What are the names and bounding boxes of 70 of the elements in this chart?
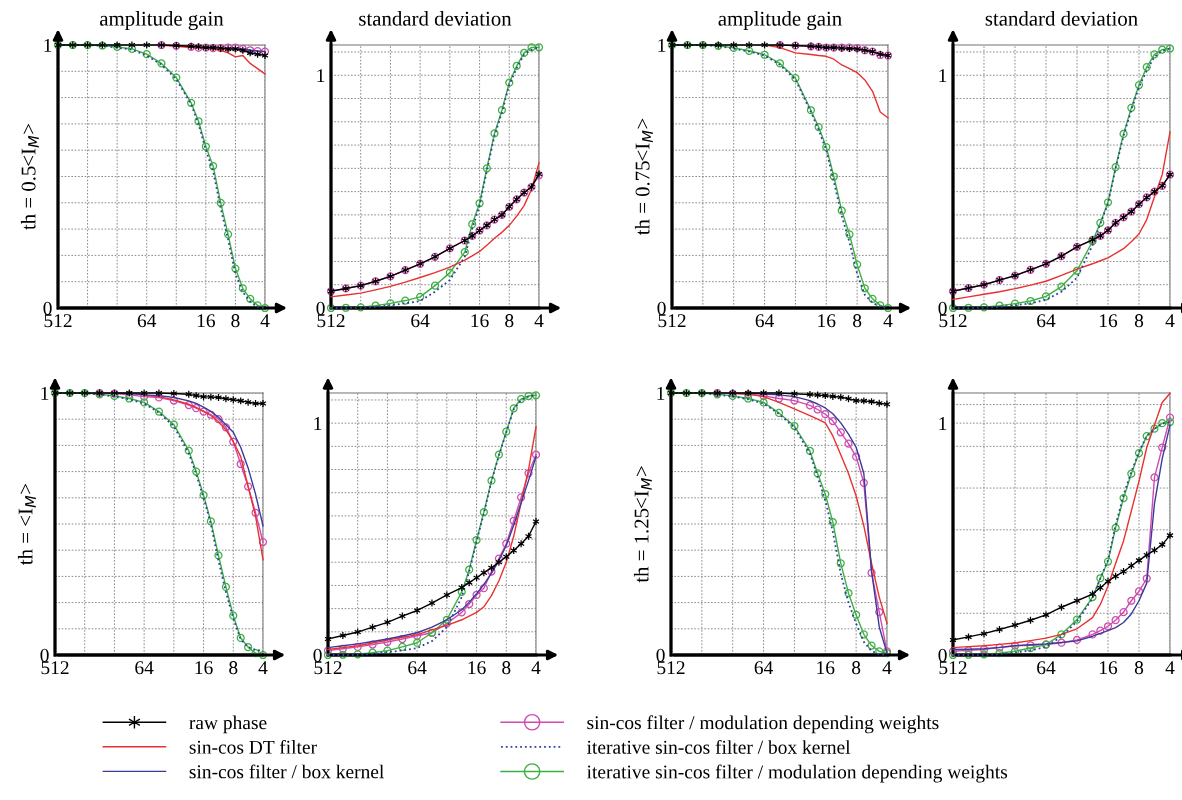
x-tick-label: 64 — [1037, 661, 1056, 675]
x-tick-label: 64 — [1037, 314, 1056, 328]
x-tick-label: 4 — [1165, 661, 1175, 675]
x-tick-label: 16 — [197, 314, 215, 328]
x-tick-label: 4 — [883, 314, 893, 328]
chart-title: amplitude gain — [718, 11, 842, 31]
legend-label: iterative sin-cos filter / modulation depending weights — [586, 764, 1008, 783]
legend-label: sin-cos filter / modulation depending weights — [587, 715, 939, 734]
x-tick-label: 8 — [229, 661, 238, 675]
x-tick-label: 8 — [505, 314, 514, 328]
x-tick-label: 512 — [658, 314, 686, 328]
y-axis-title: th = 0.5<I$_{M}$> — [20, 123, 39, 230]
y-axis-title: th = 0.75<I$_{M}$> — [634, 118, 653, 236]
y-axis-title: th = 1.25<I$_{M}$> — [633, 466, 652, 583]
y-tick-label: 1 — [44, 38, 52, 52]
x-tick-label: 512 — [44, 314, 72, 328]
legend-label: sin-cos filter / box kernel — [189, 764, 384, 779]
legend-label: sin-cos DT filter — [189, 739, 317, 754]
x-tick-label: 16 — [195, 661, 213, 675]
x-tick-label: 64 — [755, 314, 774, 328]
x-tick-label: 64 — [137, 314, 157, 328]
x-tick-label: 4 — [260, 314, 270, 328]
y-tick-label: 0 — [938, 648, 947, 662]
legend-label: iterative sin-cos filter / box kernel — [586, 739, 851, 754]
x-tick-label: 8 — [231, 314, 240, 328]
x-tick-label: 8 — [1134, 661, 1144, 675]
x-tick-label: 8 — [852, 661, 861, 675]
x-tick-label: 8 — [1134, 314, 1144, 328]
x-tick-label: 64 — [408, 661, 427, 675]
x-tick-label: 16 — [1099, 661, 1118, 675]
y-tick-label: 0 — [313, 648, 322, 662]
chart-title: standard deviation — [985, 11, 1138, 26]
x-tick-label: 16 — [1099, 314, 1118, 328]
y-axis-title: th = <I$_{M}$> — [17, 483, 36, 565]
y-tick-label: 1 — [657, 386, 665, 400]
chart-title: amplitude gain — [100, 11, 224, 31]
x-tick-label: 64 — [754, 661, 773, 675]
x-tick-label: 4 — [531, 661, 541, 675]
y-tick-label: 0 — [657, 301, 666, 315]
x-tick-label: 512 — [41, 661, 69, 675]
x-tick-label: 4 — [882, 661, 892, 675]
y-tick-label: 1 — [314, 417, 322, 430]
x-tick-label: 8 — [853, 314, 862, 328]
y-tick-label: 0 — [316, 301, 325, 315]
y-tick-label: 1 — [41, 386, 49, 400]
x-tick-label: 4 — [1165, 314, 1175, 328]
y-tick-label: 1 — [939, 417, 947, 430]
x-tick-label: 4 — [258, 661, 268, 675]
y-tick-label: 0 — [40, 648, 49, 662]
x-tick-label: 16 — [818, 314, 836, 328]
x-tick-label: 512 — [317, 314, 345, 328]
legend-label: raw phase — [189, 715, 267, 734]
y-tick-label: 0 — [656, 648, 665, 662]
x-tick-label: 64 — [411, 314, 430, 328]
x-tick-label: 64 — [135, 661, 154, 675]
x-tick-label: 512 — [939, 314, 967, 328]
y-tick-label: 0 — [43, 301, 52, 315]
x-tick-label: 512 — [657, 661, 685, 675]
y-tick-label: 1 — [317, 69, 325, 82]
x-tick-label: 16 — [817, 661, 835, 675]
y-tick-label: 0 — [938, 301, 947, 315]
x-tick-label: 512 — [939, 661, 967, 675]
x-tick-label: 16 — [468, 661, 486, 675]
x-tick-label: 16 — [471, 314, 489, 328]
y-tick-label: 1 — [658, 38, 666, 52]
x-tick-label: 512 — [314, 661, 342, 675]
x-tick-label: 8 — [502, 661, 511, 675]
y-tick-label: 1 — [939, 69, 947, 82]
chart-title: standard deviation — [359, 11, 512, 26]
x-tick-label: 4 — [534, 314, 544, 328]
